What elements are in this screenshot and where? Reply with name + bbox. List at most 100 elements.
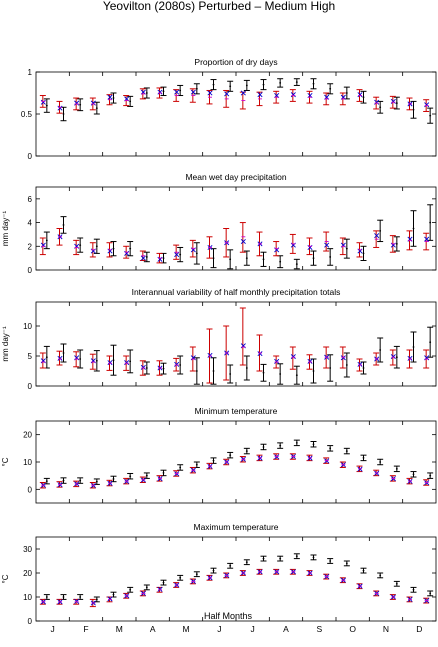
y-tick-label: 20: [23, 569, 32, 578]
observed-marker: [95, 107, 98, 110]
perturbed-marker: [140, 255, 146, 261]
observed-marker: [195, 87, 198, 90]
observed-marker: [112, 359, 115, 362]
perturbed-marker-stroke: [57, 105, 63, 111]
observed-marker: [345, 92, 348, 94]
observed-marker: [212, 569, 215, 572]
perturbed-marker-stroke: [157, 89, 163, 95]
observed-marker: [412, 473, 415, 476]
observed-marker: [312, 82, 315, 85]
panels: Proportion of dry days 0 0.5 1 Mean wet day …: [1, 57, 437, 634]
x-tick-label: A: [150, 624, 156, 634]
perturbed-marker-stroke: [40, 99, 46, 105]
observed-marker: [129, 475, 132, 478]
perturbed-marker-stroke: [290, 92, 296, 98]
observed-marker: [279, 373, 282, 375]
panel-title: Mean wet day precipitation: [185, 172, 286, 182]
y-tick-label: 10: [23, 322, 32, 331]
perturbed-marker: [374, 233, 380, 239]
observed-marker: [229, 85, 232, 88]
perturbed-marker-stroke: [374, 99, 380, 105]
perturbed-marker: [340, 355, 346, 361]
observed-marker: [329, 560, 332, 562]
plot-frame: [35, 186, 437, 271]
observed-marker: [329, 367, 332, 369]
chart-panel-5: Maximum temperature °C 0 10 20 30 J F M A M J J A S O N D: [1, 522, 437, 634]
perturbed-marker: [57, 355, 63, 361]
perturbed-marker-stroke: [174, 252, 180, 258]
x-tick-label: D: [416, 624, 422, 634]
observed-marker: [262, 258, 265, 261]
perturbed-marker-stroke: [374, 233, 380, 239]
observed-marker: [79, 358, 82, 360]
x-tick-label: J: [217, 624, 221, 634]
perturbed-marker: [174, 89, 180, 95]
y-tick-label: 0: [28, 152, 33, 161]
perturbed-marker-stroke: [274, 358, 280, 364]
x-tick-label: J: [251, 624, 255, 634]
observed-marker: [429, 592, 432, 595]
perturbed-marker-stroke: [240, 90, 246, 96]
observed-marker: [62, 113, 65, 115]
y-axis-label: mm day⁻¹: [1, 326, 10, 362]
y-tick-label: 1: [28, 68, 33, 77]
perturbed-marker: [190, 89, 196, 95]
observed-marker: [45, 480, 48, 483]
perturbed-marker: [307, 358, 313, 364]
observed-marker: [279, 444, 282, 447]
observed-marker: [79, 244, 82, 247]
observed-marker: [145, 92, 148, 94]
observed-marker: [195, 463, 198, 466]
perturbed-marker: [174, 361, 180, 367]
perturbed-marker: [290, 354, 296, 360]
observed-marker: [412, 108, 415, 111]
perturbed-marker: [374, 99, 380, 105]
observed-marker: [329, 256, 332, 258]
perturbed-marker: [107, 360, 113, 366]
observed-marker: [45, 239, 48, 242]
x-tick-label: A: [283, 624, 289, 634]
observed-marker: [129, 100, 132, 103]
x-tick-label: O: [349, 624, 356, 634]
perturbed-marker: [74, 100, 80, 106]
perturbed-marker-stroke: [90, 100, 96, 106]
observed-marker: [212, 370, 215, 372]
observed-marker: [262, 83, 265, 86]
observed-marker: [95, 245, 98, 248]
observed-marker: [129, 247, 132, 250]
perturbed-marker-stroke: [107, 94, 113, 100]
perturbed-marker: [157, 89, 163, 95]
panel-title: Interannual variability of half monthly …: [132, 287, 341, 297]
perturbed-marker-stroke: [190, 89, 196, 95]
perturbed-marker-stroke: [107, 360, 113, 366]
observed-marker: [145, 474, 148, 477]
observed-marker: [279, 82, 282, 84]
perturbed-marker: [107, 94, 113, 100]
observed-marker: [329, 87, 332, 90]
observed-marker: [345, 364, 348, 366]
chart-panel-2: Mean wet day precipitation mm day⁻¹ 0 2 4 6: [1, 172, 437, 275]
perturbed-marker-stroke: [390, 98, 396, 104]
observed-marker: [112, 593, 115, 596]
observed-marker: [429, 341, 432, 344]
observed-marker: [312, 556, 315, 559]
observed-marker: [212, 83, 215, 86]
observed-marker: [95, 598, 98, 601]
observed-marker: [95, 359, 98, 362]
y-tick-label: 2: [28, 242, 33, 251]
observed-marker: [62, 352, 65, 354]
perturbed-marker-stroke: [107, 596, 113, 602]
perturbed-marker: [207, 352, 213, 358]
perturbed-marker: [124, 360, 130, 366]
perturbed-marker: [274, 358, 280, 364]
observed-marker: [295, 374, 298, 377]
observed-marker: [245, 561, 248, 564]
observed-marker: [79, 103, 82, 106]
y-tick-label: 5: [28, 352, 33, 361]
observed-marker: [229, 564, 232, 567]
perturbed-marker: [257, 351, 263, 357]
observed-marker: [412, 346, 415, 348]
observed-marker: [79, 479, 82, 482]
observed-marker: [345, 562, 348, 565]
